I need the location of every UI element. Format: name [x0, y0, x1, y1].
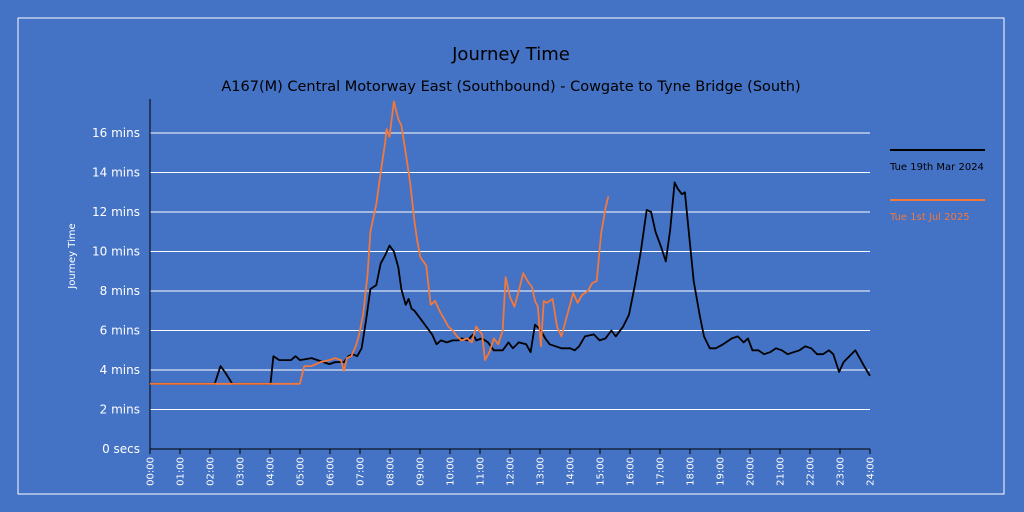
- x-tick-label: 03:00: [236, 457, 247, 486]
- x-tick-label: 21:00: [776, 457, 787, 486]
- y-axis-ticks: 0 secs 2 mins 4 mins 6 mins 8 mins 10 mins 12 …: [92, 126, 140, 456]
- y-axis-label: Journey Time: [67, 223, 78, 289]
- series-line-2024: [150, 181, 871, 385]
- x-axis-ticks: 00:00 01:00 02:00 03:00 04:00 05:00 06:00 07:00…: [146, 449, 877, 486]
- x-tick-label: 20:00: [746, 457, 757, 486]
- x-tick-label: 24:00: [866, 457, 877, 486]
- y-tick-label: 10 mins: [92, 245, 140, 259]
- x-tick-label: 22:00: [806, 457, 817, 486]
- chart-title: Journey Time: [451, 44, 570, 65]
- y-tick-label: 0 secs: [102, 442, 140, 456]
- y-tick-label: 8 mins: [100, 284, 140, 298]
- legend-label-2025: Tue 1st Jul 2025: [889, 212, 970, 223]
- y-tick-label: 4 mins: [100, 363, 140, 377]
- x-tick-label: 01:00: [176, 457, 187, 486]
- y-tick-label: 14 mins: [92, 166, 140, 180]
- y-tick-label: 16 mins: [92, 126, 140, 140]
- x-tick-label: 05:00: [296, 457, 307, 486]
- series-lines: [150, 100, 871, 385]
- gridlines: [150, 132, 870, 410]
- x-tick-label: 12:00: [506, 457, 517, 486]
- x-tick-label: 04:00: [266, 457, 277, 486]
- x-tick-label: 11:00: [476, 457, 487, 486]
- x-tick-label: 06:00: [326, 457, 337, 486]
- series-line-2025: [150, 100, 610, 385]
- legend-label-2024: Tue 19th Mar 2024: [889, 162, 984, 173]
- x-tick-label: 02:00: [206, 457, 217, 486]
- x-tick-label: 16:00: [626, 457, 637, 486]
- y-tick-label: 6 mins: [100, 324, 140, 338]
- legend: Tue 19th Mar 2024 Tue 1st Jul 2025: [889, 149, 985, 223]
- x-tick-label: 14:00: [566, 457, 577, 486]
- chart-subtitle: A167(M) Central Motorway East (Southboun…: [221, 79, 800, 95]
- x-tick-label: 17:00: [656, 457, 667, 486]
- x-tick-label: 15:00: [596, 457, 607, 486]
- x-tick-label: 13:00: [536, 457, 547, 486]
- x-tick-label: 19:00: [716, 457, 727, 486]
- x-tick-label: 18:00: [686, 457, 697, 486]
- chart-border: [17, 17, 1005, 495]
- x-tick-label: 08:00: [386, 457, 397, 486]
- x-tick-label: 09:00: [416, 457, 427, 486]
- x-tick-label: 10:00: [446, 457, 457, 486]
- x-tick-label: 23:00: [836, 457, 847, 486]
- y-tick-label: 2 mins: [100, 403, 140, 417]
- y-tick-label: 12 mins: [92, 205, 140, 219]
- x-tick-label: 07:00: [356, 457, 367, 486]
- x-tick-label: 00:00: [146, 457, 157, 486]
